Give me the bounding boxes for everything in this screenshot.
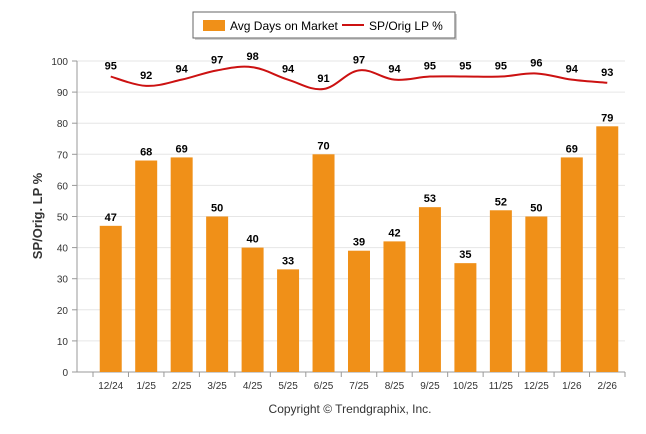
y-tick-label: 50 [57, 213, 69, 224]
line-value-label: 97 [353, 54, 365, 66]
bar [454, 263, 477, 372]
bar-value-label: 79 [601, 112, 613, 124]
y-tick-label: 40 [57, 244, 69, 255]
line-value-label: 93 [601, 67, 613, 79]
legend-label-bar: Avg Days on Market [230, 19, 338, 33]
bar-value-label: 40 [246, 234, 258, 246]
x-tick-label: 7/25 [349, 381, 369, 392]
line-value-label: 97 [211, 54, 223, 66]
bar-value-label: 33 [282, 255, 294, 267]
bar [418, 207, 441, 372]
bar-value-label: 47 [105, 212, 117, 224]
line-value-label: 95 [424, 61, 436, 73]
x-tick-label: 1/25 [136, 381, 156, 392]
x-tick-label: 5/25 [278, 381, 298, 392]
line-series [110, 65, 608, 91]
x-tick-label: 6/25 [314, 381, 334, 392]
bar [170, 157, 193, 372]
y-tick-label: 100 [51, 57, 68, 68]
bar [135, 160, 158, 372]
bar [525, 216, 548, 372]
x-tick-label: 2/25 [172, 381, 192, 392]
y-tick-label: 30 [57, 275, 69, 286]
line-value-label: 94 [388, 64, 401, 76]
bar [348, 250, 370, 372]
bar-series [99, 126, 619, 372]
legend: Avg Days on Market SP/Orig LP % [192, 11, 457, 40]
x-tick-label: 10/25 [453, 381, 478, 392]
line-path [110, 65, 608, 91]
bar [277, 269, 300, 372]
y-tick-label: 90 [57, 88, 69, 99]
y-tick-label: 0 [62, 368, 68, 379]
y-tick-label: 80 [57, 119, 69, 130]
x-tick-label: 3/25 [207, 381, 227, 392]
x-tick-label: 4/25 [243, 381, 263, 392]
bar-value-label: 35 [459, 249, 471, 261]
x-tick-label: 8/25 [385, 381, 405, 392]
copyright-credit: Copyright © Trendgraphix, Inc. [269, 402, 432, 416]
y-tick-label: 70 [57, 150, 69, 161]
line-value-label: 95 [459, 61, 471, 73]
bar-value-label: 42 [388, 227, 400, 239]
bar-value-label: 52 [495, 196, 507, 208]
bar [206, 216, 229, 372]
line-value-label: 95 [495, 61, 507, 73]
line-value-label: 94 [566, 64, 579, 76]
x-tick-label: 12/24 [98, 381, 123, 392]
bar [560, 157, 583, 372]
bar [596, 126, 619, 372]
x-tick-label: 11/25 [489, 381, 514, 392]
line-value-label: 94 [282, 64, 295, 76]
bar-value-label: 68 [140, 147, 152, 159]
bar [99, 225, 122, 372]
x-tick-label: 1/26 [562, 381, 582, 392]
line-value-label: 98 [246, 51, 258, 63]
data-labels: 47 68 69 50 40 33 70 39 42 53 35 52 50 69 79 95 92 94 97 98… [105, 51, 614, 267]
bar-value-label: 69 [566, 143, 578, 155]
bar-value-label: 53 [424, 193, 436, 205]
bar [489, 210, 512, 372]
bar-value-label: 69 [176, 143, 188, 155]
axes: 0 10 20 30 40 50 60 70 80 90 100 12/24 1/25 2/25 3/25 4… [51, 57, 626, 392]
y-tick-label: 60 [57, 181, 69, 192]
bar-value-label: 39 [353, 237, 365, 249]
x-tick-label: 9/25 [420, 381, 440, 392]
line-value-label: 95 [105, 61, 117, 73]
legend-label-line: SP/Orig LP % [369, 19, 443, 33]
line-value-label: 96 [530, 57, 542, 69]
bar-value-label: 70 [317, 140, 329, 152]
bar [312, 154, 335, 372]
line-value-label: 94 [176, 64, 189, 76]
x-tick-label: 2/26 [598, 381, 618, 392]
x-tick-label: 12/25 [524, 381, 549, 392]
bar [383, 241, 406, 372]
y-tick-label: 20 [57, 306, 69, 317]
line-value-label: 91 [317, 73, 329, 85]
y-axis-label: SP/Orig. LP % [30, 172, 45, 259]
bar [241, 247, 264, 372]
bar-value-label: 50 [211, 203, 223, 215]
legend-swatch-bar [203, 20, 225, 31]
bar-value-label: 50 [530, 203, 542, 215]
y-tick-label: 10 [57, 337, 69, 348]
line-value-label: 92 [140, 70, 152, 82]
